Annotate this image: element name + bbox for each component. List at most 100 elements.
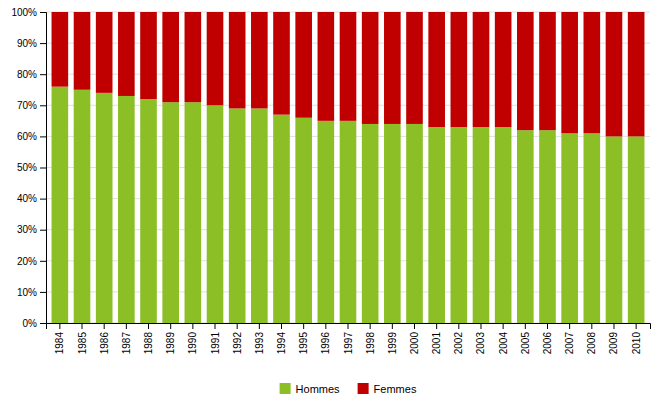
tick: 100% xyxy=(11,7,46,18)
bar xyxy=(517,12,534,130)
tick-label: 2006 xyxy=(542,332,553,355)
tick-mark xyxy=(170,323,171,329)
tick-label: 0% xyxy=(23,318,38,329)
tick-mark xyxy=(613,323,614,329)
bar xyxy=(428,12,445,127)
legend-item: Hommes xyxy=(280,383,341,395)
tick-label: 90% xyxy=(17,38,37,49)
bar xyxy=(561,133,578,323)
tick: 60% xyxy=(17,131,46,142)
bar xyxy=(495,12,512,127)
tick-mark xyxy=(40,136,46,137)
series xyxy=(52,12,645,136)
tick-label: 10% xyxy=(17,287,37,298)
bar xyxy=(295,12,312,118)
tick-mark xyxy=(370,323,371,329)
tick-label: 2009 xyxy=(608,332,619,355)
bar xyxy=(584,12,601,133)
legend-swatch xyxy=(358,383,369,394)
bar xyxy=(52,87,69,323)
bar xyxy=(96,93,113,323)
tick: 1997 xyxy=(343,323,354,354)
tick: 90% xyxy=(17,38,46,49)
bar xyxy=(428,127,445,323)
tick: 70% xyxy=(17,100,46,111)
tick: 50% xyxy=(17,162,46,173)
tick: 2002 xyxy=(453,323,464,354)
tick-mark xyxy=(480,323,481,329)
bar xyxy=(561,12,578,133)
tick-label: 2005 xyxy=(520,332,531,355)
bar xyxy=(74,12,91,90)
tick: 30% xyxy=(17,224,46,235)
tick-mark xyxy=(40,168,46,169)
tick-mark xyxy=(40,74,46,75)
tick-mark xyxy=(82,323,83,329)
tick-label: 1986 xyxy=(99,332,110,355)
bar xyxy=(251,108,268,323)
tick-label: 1997 xyxy=(343,332,354,355)
chart: 0% 10% 20% 30% 40% 50% 60% 70% 80% 90% 100% 1984 198… xyxy=(0,0,662,401)
bar xyxy=(295,118,312,323)
tick-label: 2008 xyxy=(586,332,597,355)
tick-mark xyxy=(148,323,149,329)
bar xyxy=(517,130,534,323)
bar xyxy=(584,133,601,323)
tick: 1992 xyxy=(232,323,243,354)
tick-label: 60% xyxy=(17,131,37,142)
tick: 10% xyxy=(17,287,46,298)
tick: 0% xyxy=(23,318,46,329)
tick-mark xyxy=(325,323,326,329)
tick-mark xyxy=(281,323,282,329)
tick: 2010 xyxy=(631,323,642,354)
tick-label: 1998 xyxy=(365,332,376,355)
bar xyxy=(406,12,423,124)
bar xyxy=(140,12,157,99)
tick-mark xyxy=(458,323,459,329)
bar xyxy=(606,136,623,323)
plot: 0% 10% 20% 30% 40% 50% 60% 70% 80% 90% 100% 1984 198… xyxy=(11,7,650,355)
tick-label: 2010 xyxy=(631,332,642,355)
tick: 1993 xyxy=(254,323,265,354)
tick: 2009 xyxy=(608,323,619,354)
tick-label: 80% xyxy=(17,69,37,80)
axis-line xyxy=(40,13,47,324)
tick: 1986 xyxy=(99,323,110,354)
tick-mark xyxy=(259,323,260,329)
tick-label: 2007 xyxy=(564,332,575,355)
bar xyxy=(384,12,401,124)
bar xyxy=(96,12,113,93)
bar xyxy=(384,124,401,323)
tick: 2006 xyxy=(542,323,553,354)
tick-label: 2003 xyxy=(475,332,486,355)
bar xyxy=(362,124,379,323)
tick: 2005 xyxy=(520,323,531,354)
tick-mark xyxy=(414,323,415,329)
tick-label: 1995 xyxy=(298,332,309,355)
tick-mark xyxy=(104,323,105,329)
bar xyxy=(495,127,512,323)
tick-label: 1985 xyxy=(77,332,88,355)
bar xyxy=(118,96,135,323)
tick-mark xyxy=(636,323,637,329)
legend-label: Femmes xyxy=(374,383,417,395)
bar xyxy=(251,12,268,108)
tick-mark xyxy=(303,323,304,329)
bar xyxy=(362,12,379,124)
bar xyxy=(606,12,623,136)
tick-label: 1992 xyxy=(232,332,243,355)
bar xyxy=(340,12,357,121)
bar xyxy=(74,90,91,323)
bar xyxy=(539,130,556,323)
tick-label: 1990 xyxy=(187,332,198,355)
tick-mark xyxy=(569,323,570,329)
bar xyxy=(207,105,224,323)
tick: 20% xyxy=(17,256,46,267)
bar xyxy=(340,121,357,323)
tick-mark xyxy=(40,43,46,44)
tick: 40% xyxy=(17,193,46,204)
y-axis: 0% 10% 20% 30% 40% 50% 60% 70% 80% 90% 100% xyxy=(11,7,46,329)
tick: 1984 xyxy=(54,323,65,354)
tick-mark xyxy=(40,292,46,293)
bar xyxy=(473,12,490,127)
